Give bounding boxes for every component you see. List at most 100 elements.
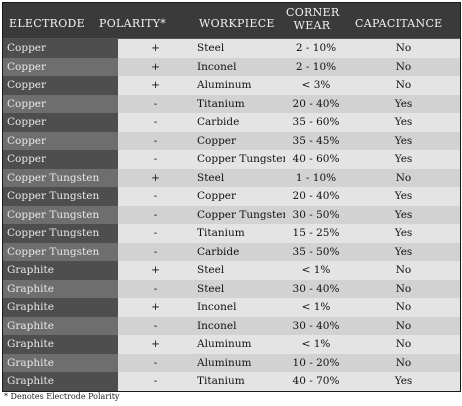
cell-corner-wear: 30 - 40%	[292, 282, 340, 295]
row-background	[118, 353, 460, 373]
cell-capacitance: Yes	[394, 208, 413, 221]
cell-capacitance: Yes	[394, 227, 413, 239]
cell-capacitance: Yes	[394, 153, 413, 165]
cell-polarity: +	[151, 301, 160, 313]
cell-corner-wear: 20 - 40%	[292, 190, 340, 202]
table-row: Copper + Aluminum < 3% No	[3, 76, 460, 95]
cell-corner-wear: 35 - 60%	[292, 116, 340, 128]
cell-capacitance: No	[395, 282, 412, 295]
row-background	[118, 94, 460, 114]
cell-corner-wear: 30 - 50%	[292, 208, 340, 221]
cell-polarity: -	[153, 375, 158, 387]
cell-capacitance: Yes	[394, 190, 413, 202]
cell-capacitance: Yes	[394, 97, 413, 110]
cell-workpiece: Aluminum	[197, 356, 252, 369]
header-corner-wear-line1: CORNER	[286, 6, 340, 19]
row-background	[118, 168, 460, 188]
row-background	[118, 316, 460, 336]
table-row: Copper Tungsten - Titanium 15 - 25% Yes	[3, 224, 460, 243]
cell-workpiece: Titanium	[197, 227, 245, 239]
row-background	[118, 131, 460, 151]
cell-workpiece: Titanium	[197, 375, 245, 387]
table-row: Graphite - Titanium 40 - 70% Yes	[3, 372, 460, 391]
cell-electrode: Copper Tungsten	[3, 168, 118, 188]
table-row: Copper Tungsten + Steel 1 - 10% No	[3, 168, 460, 188]
cell-electrode: Copper Tungsten	[3, 242, 118, 262]
row-background	[118, 335, 460, 354]
cell-polarity: -	[153, 245, 158, 258]
cell-polarity: +	[151, 42, 160, 54]
table-row: Copper - Carbide 35 - 60% Yes	[3, 113, 460, 132]
cell-corner-wear: < 1%	[301, 338, 331, 350]
cell-workpiece: Steel	[197, 171, 225, 184]
cell-polarity: -	[153, 282, 158, 295]
header-polarity: POLARITY*	[99, 17, 167, 30]
cell-workpiece: Aluminum	[197, 338, 252, 350]
header-electrode: ELECTRODE	[9, 17, 85, 30]
cell-corner-wear: 30 - 40%	[292, 319, 340, 332]
cell-electrode: Graphite	[3, 298, 118, 317]
row-background	[118, 187, 460, 206]
cell-electrode: Graphite	[3, 335, 118, 354]
row-background	[118, 39, 460, 58]
cell-workpiece: Carbide	[197, 116, 240, 128]
row-background	[118, 57, 460, 77]
cell-electrode: Graphite	[3, 316, 118, 336]
header-corner-wear-line2: WEAR	[293, 19, 331, 32]
cell-capacitance: No	[395, 356, 412, 369]
table-row: Graphite + Aluminum < 1% No	[3, 335, 460, 354]
cell-corner-wear: 1 - 10%	[295, 171, 337, 184]
cell-polarity: -	[153, 227, 158, 239]
cell-polarity: +	[151, 264, 160, 276]
table-row: Copper - Titanium 20 - 40% Yes	[3, 94, 460, 114]
cell-polarity: -	[153, 190, 158, 202]
table-row: Graphite - Steel 30 - 40% No	[3, 279, 460, 299]
cell-electrode: Copper Tungsten	[3, 224, 118, 243]
row-background	[118, 298, 460, 317]
cell-capacitance: Yes	[394, 375, 413, 387]
cell-workpiece: Steel	[197, 42, 225, 54]
row-background	[118, 224, 460, 243]
cell-electrode: Copper	[3, 94, 118, 114]
table-row: Graphite - Inconel 30 - 40% No	[3, 316, 460, 336]
cell-polarity: -	[153, 134, 158, 147]
cell-polarity: -	[153, 116, 158, 128]
cell-electrode: Copper	[3, 113, 118, 132]
cell-workpiece: Steel	[197, 282, 225, 295]
cell-electrode: Graphite	[3, 261, 118, 280]
cell-corner-wear: 15 - 25%	[292, 227, 340, 239]
cell-electrode: Copper	[3, 150, 118, 169]
cell-corner-wear: 35 - 50%	[292, 245, 340, 258]
cell-workpiece: Copper	[197, 190, 237, 202]
cell-workpiece: Copper	[197, 134, 237, 147]
cell-capacitance: Yes	[394, 245, 413, 258]
row-background	[118, 76, 460, 95]
cell-corner-wear: 40 - 60%	[292, 153, 340, 165]
cell-capacitance: No	[395, 171, 412, 184]
cell-polarity: +	[151, 171, 160, 184]
cell-workpiece: Steel	[197, 264, 225, 276]
cell-corner-wear: 2 - 10%	[295, 42, 337, 54]
cell-polarity: -	[153, 356, 158, 369]
cell-capacitance: Yes	[394, 134, 413, 147]
table-row: Copper + Inconel 2 - 10% No	[3, 57, 460, 77]
cell-capacitance: No	[395, 319, 412, 332]
cell-capacitance: No	[395, 264, 412, 276]
cell-workpiece: Aluminum	[197, 79, 252, 91]
row-background	[118, 205, 460, 225]
table-row: Copper Tungsten - Carbide 35 - 50% Yes	[3, 242, 460, 262]
cell-workpiece: Copper Tungsten	[197, 208, 285, 221]
cell-electrode: Copper	[3, 131, 118, 151]
table-row: Copper Tungsten - Copper 20 - 40% Yes	[3, 187, 460, 206]
row-background	[118, 279, 460, 299]
cell-capacitance: No	[395, 79, 412, 91]
row-background	[118, 242, 460, 262]
table-row: Graphite + Inconel < 1% No	[3, 298, 460, 317]
cell-polarity: -	[153, 319, 158, 332]
cell-corner-wear: < 3%	[301, 79, 331, 91]
table-row: Graphite + Steel < 1% No	[3, 261, 460, 280]
cell-corner-wear: 10 - 20%	[292, 356, 340, 369]
cell-capacitance: No	[395, 42, 412, 54]
cell-electrode: Graphite	[3, 279, 118, 299]
